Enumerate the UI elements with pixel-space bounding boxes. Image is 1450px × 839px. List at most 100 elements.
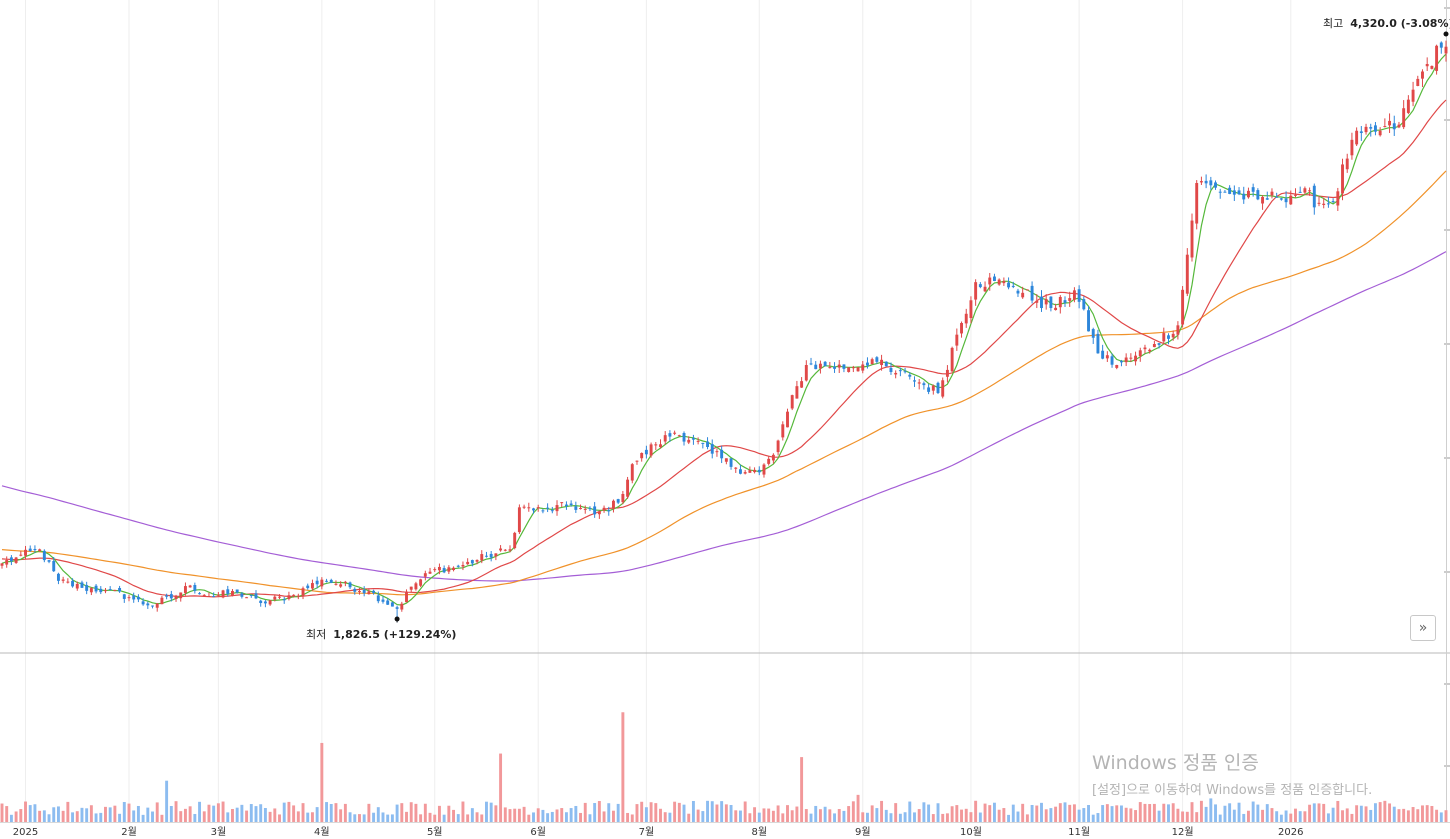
- candle-body: [1063, 300, 1067, 303]
- volume-bar: [823, 806, 827, 822]
- volume-bar: [1284, 810, 1288, 822]
- volume-bar: [174, 801, 178, 822]
- candle-body: [1077, 289, 1081, 302]
- candle-body: [19, 554, 23, 556]
- volume-bar: [475, 812, 479, 822]
- volume-bar: [367, 803, 371, 822]
- candle-body: [663, 435, 667, 442]
- volume-bar: [249, 804, 253, 822]
- volume-bar: [221, 801, 225, 822]
- candle-body: [992, 276, 996, 281]
- candle-body: [1270, 191, 1274, 196]
- candle-body: [724, 458, 728, 462]
- volume-bar: [1199, 800, 1203, 822]
- volume-bar: [1030, 804, 1034, 822]
- candle-body: [155, 603, 159, 608]
- candle-body: [1439, 42, 1443, 48]
- volume-bar: [710, 801, 714, 822]
- candle-body: [329, 579, 333, 583]
- volume-bar: [306, 812, 310, 822]
- volume-bar: [1040, 802, 1043, 822]
- volume-bar: [1016, 811, 1020, 822]
- volume-bar: [1129, 808, 1133, 822]
- volume-bar: [433, 814, 437, 822]
- candle-body: [1181, 289, 1185, 325]
- candle-body: [1058, 296, 1062, 308]
- candle-body: [809, 363, 813, 365]
- candle-body: [249, 595, 253, 597]
- volume-bar: [108, 807, 112, 822]
- candle-body: [983, 286, 987, 292]
- candle-body: [903, 371, 907, 373]
- volume-bar: [649, 802, 653, 822]
- volume-bar: [89, 805, 93, 822]
- candle-body: [146, 603, 150, 606]
- volume-bar: [522, 806, 526, 822]
- candle-body: [790, 395, 794, 409]
- candle-body: [1199, 181, 1203, 183]
- volume-bar: [583, 802, 587, 822]
- volume-bar: [715, 804, 719, 822]
- candle-body: [649, 444, 653, 456]
- candle-body: [720, 449, 724, 459]
- volume-bar: [1246, 810, 1250, 822]
- candle-body: [1350, 139, 1354, 156]
- volume-bar: [386, 814, 390, 822]
- volume-bar: [1195, 812, 1199, 822]
- candle-body: [579, 508, 582, 510]
- volume-bar: [94, 813, 98, 822]
- volume-bar: [489, 802, 493, 822]
- volume-bar: [372, 812, 376, 822]
- candle-body: [1054, 307, 1058, 311]
- candle-body: [132, 595, 136, 600]
- candle-body: [1218, 191, 1222, 193]
- candle-body: [1143, 347, 1147, 350]
- volume-bar: [663, 812, 667, 822]
- candle-body: [1421, 71, 1424, 79]
- candle-body: [1289, 195, 1293, 205]
- candle-body: [409, 586, 413, 590]
- volume-bar: [917, 809, 921, 822]
- volume-bar: [1049, 808, 1053, 822]
- candle-body: [659, 444, 662, 448]
- volume-bar: [795, 806, 799, 822]
- candle-body: [75, 583, 79, 589]
- candle-body: [61, 579, 65, 581]
- candle-body: [273, 596, 277, 600]
- candle-body: [532, 508, 535, 511]
- candle-body: [367, 591, 371, 595]
- candle-body: [1110, 356, 1114, 365]
- volume-bar: [122, 802, 126, 822]
- volume-bar: [343, 803, 347, 822]
- candle-body: [310, 583, 314, 589]
- candle-body: [894, 372, 898, 375]
- candle-body: [861, 364, 865, 371]
- volume-bar: [720, 801, 724, 822]
- candle-body: [767, 458, 771, 464]
- candle-body: [1326, 203, 1330, 205]
- candle-body: [1369, 127, 1373, 129]
- volume-bar: [776, 805, 780, 822]
- candle-body: [898, 370, 902, 372]
- candle-body: [188, 585, 192, 588]
- candle-body: [602, 507, 606, 511]
- volume-bar: [1167, 804, 1170, 822]
- volume-bar: [268, 811, 272, 822]
- scroll-right-button[interactable]: »: [1410, 615, 1436, 641]
- candle-body: [325, 580, 329, 582]
- candle-body: [950, 347, 954, 372]
- candle-body: [1279, 198, 1283, 200]
- candle-body: [1388, 120, 1392, 126]
- candle-body: [1373, 125, 1377, 132]
- candle-body: [1119, 361, 1123, 363]
- volume-bar: [1411, 807, 1415, 822]
- volume-bar: [428, 812, 432, 822]
- volume-bar: [183, 808, 187, 822]
- candle-body: [917, 382, 921, 384]
- candle-body: [1185, 254, 1189, 294]
- volume-bar: [447, 805, 451, 822]
- volume-bar: [978, 812, 982, 822]
- volume-bar: [800, 757, 804, 822]
- candle-body: [1383, 126, 1387, 128]
